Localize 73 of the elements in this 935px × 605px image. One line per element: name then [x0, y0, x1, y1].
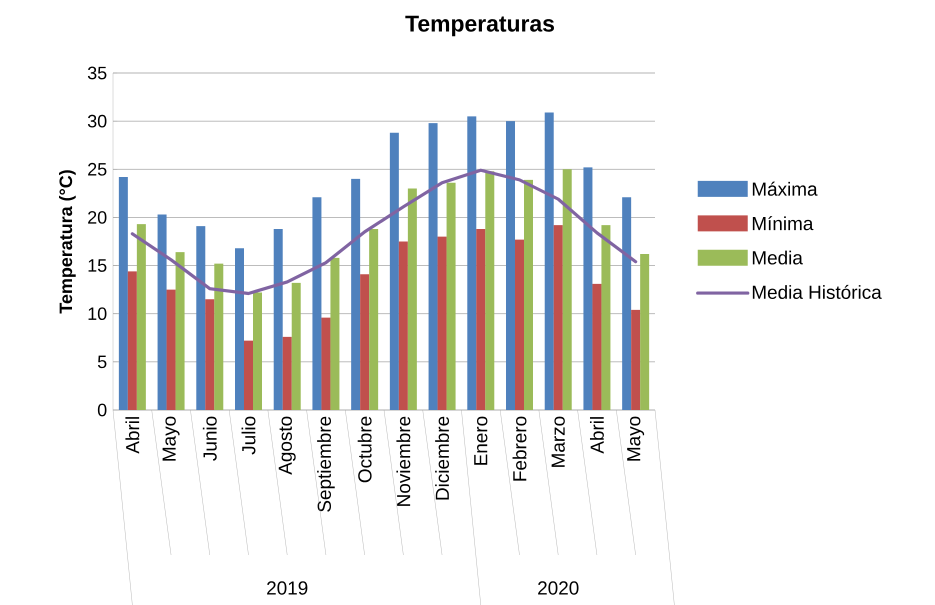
line-series	[130, 168, 638, 296]
x-tick-label: Noviembre	[396, 416, 410, 506]
bar	[640, 254, 650, 410]
bar	[601, 225, 610, 410]
bar	[282, 336, 292, 410]
y-tick-label: 15	[88, 259, 106, 272]
x-tick-label: Octubre	[358, 416, 372, 482]
bar	[158, 214, 167, 410]
x-tick-label: Abril	[590, 417, 604, 454]
bar	[235, 248, 244, 410]
bar	[467, 116, 476, 410]
bar	[554, 225, 563, 410]
bar	[330, 258, 340, 410]
bar	[562, 169, 572, 410]
y-axis-title: Temperatura (°C)	[59, 170, 76, 314]
bar	[428, 123, 438, 410]
y-tick-label: 0	[98, 404, 106, 416]
bar	[360, 274, 370, 410]
legend-label: Máxima	[752, 182, 818, 196]
bar	[524, 180, 534, 410]
bar	[196, 226, 206, 410]
bar	[544, 112, 554, 410]
bar	[622, 197, 632, 410]
x-tick-label: Septiembre	[317, 416, 335, 512]
bar	[438, 236, 447, 410]
y-tick-label: 35	[88, 66, 106, 80]
bar	[408, 188, 417, 410]
bar	[485, 171, 494, 410]
bar	[631, 310, 640, 410]
x-tick-label: Mayo	[162, 416, 180, 461]
bar	[128, 271, 137, 410]
bar	[253, 292, 262, 410]
y-tick-label: 5	[98, 356, 106, 368]
legend-label: Media	[752, 250, 803, 265]
bar	[398, 242, 408, 410]
x-tick-label: Agosto	[278, 416, 296, 475]
x-tick-label: Junio	[202, 416, 217, 461]
bar	[205, 299, 214, 410]
bar	[351, 178, 360, 410]
bar	[476, 228, 486, 410]
y-tick-label: 25	[88, 162, 106, 176]
bar	[292, 282, 301, 410]
bar	[592, 284, 602, 410]
bar	[274, 228, 283, 410]
x-tick-label: Marzo	[552, 416, 565, 467]
bar	[515, 240, 524, 410]
bar	[446, 182, 456, 410]
y-tick-label: 20	[88, 211, 106, 224]
bar	[136, 224, 146, 410]
x-tick-label: Julio	[242, 416, 256, 454]
bar	[583, 167, 592, 410]
x-tick-label: Diciembre	[435, 416, 450, 500]
x-tick-label: Enero	[474, 416, 488, 465]
bar	[312, 197, 322, 410]
bar	[214, 264, 224, 410]
text: 2020	[538, 581, 579, 595]
bar	[506, 121, 516, 410]
bar	[176, 252, 185, 410]
legend-label: Mínima	[752, 216, 814, 230]
legend-label: Media Histórica	[752, 284, 882, 299]
text: 2019	[267, 581, 308, 595]
bar	[369, 228, 378, 410]
bar	[166, 290, 176, 410]
y-tick-label: 10	[88, 307, 106, 320]
x-tick-label: Mayo	[627, 416, 644, 461]
bar	[118, 176, 128, 410]
bar	[244, 340, 253, 410]
x-tick-label: Abril	[125, 417, 140, 454]
x-tick-label: Febrero	[512, 416, 526, 481]
y-tick-label: 30	[88, 114, 106, 128]
bar	[390, 132, 399, 410]
chart-title: Temperaturas	[405, 16, 554, 36]
bar	[321, 318, 330, 410]
